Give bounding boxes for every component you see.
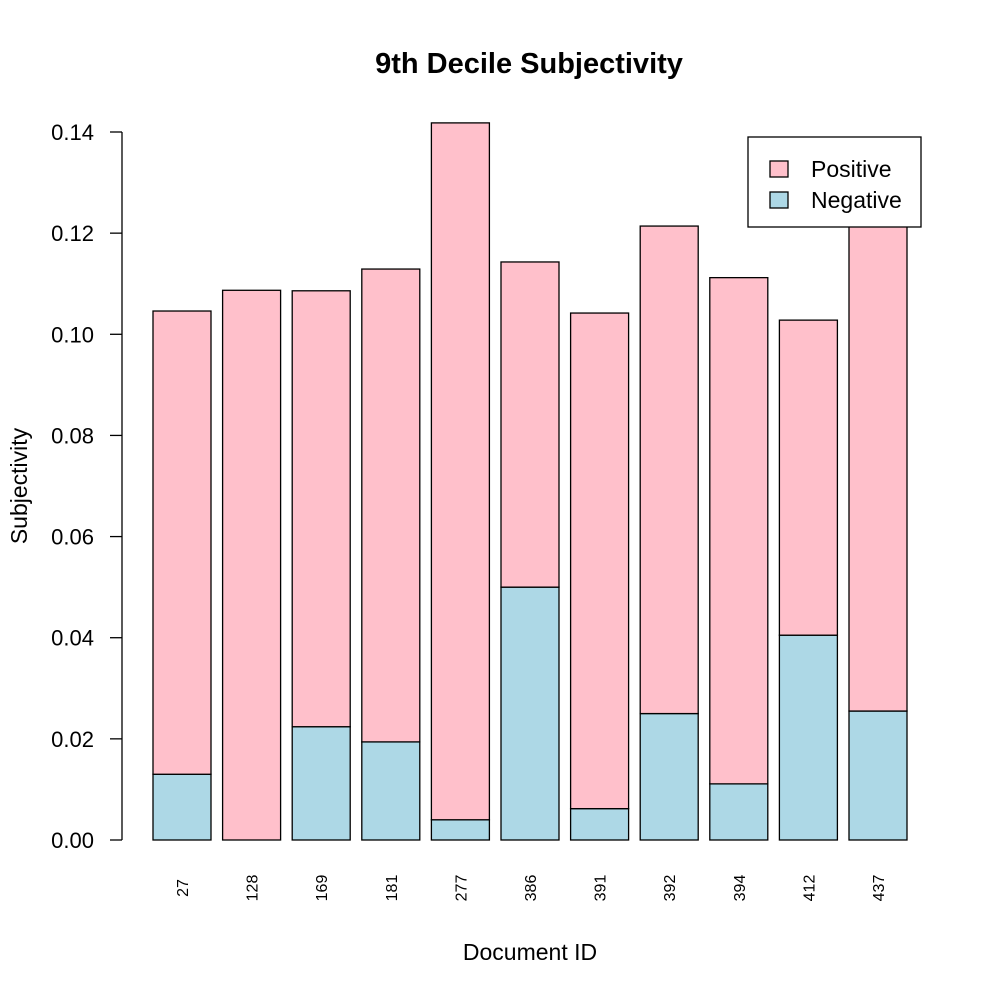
x-category-label: 391 <box>593 875 610 902</box>
bar-negative-394 <box>709 783 769 841</box>
y-tick-label: 0.14 <box>51 120 94 145</box>
chart-title: 9th Decile Subjectivity <box>375 48 683 80</box>
bar-positive-169 <box>291 290 351 728</box>
x-category-label: 412 <box>801 875 818 902</box>
x-axis-label: Document ID <box>463 939 597 965</box>
y-axis: 0.00 0.02 0.04 0.06 0.08 0.10 0.12 0.14 <box>51 120 123 853</box>
legend-swatch-positive <box>769 160 789 178</box>
y-tick-label: 0.04 <box>51 626 94 651</box>
bar-positive-394 <box>709 276 769 785</box>
y-tick-label: 0.10 <box>51 322 94 347</box>
bar-negative-386 <box>500 586 560 841</box>
x-category-label: 392 <box>662 875 679 902</box>
legend-box <box>747 136 922 228</box>
legend-label-negative: Negative <box>811 187 902 213</box>
bar-negative-391 <box>569 807 630 841</box>
bar-positive-392 <box>639 225 699 715</box>
x-category-label: 386 <box>523 875 540 902</box>
x-category-label: 437 <box>871 875 888 902</box>
y-tick-label: 0.06 <box>51 525 94 550</box>
x-category-label: 394 <box>732 875 749 902</box>
bar-negative-437 <box>848 710 908 841</box>
bar-negative-169 <box>291 726 351 841</box>
x-category-label: 181 <box>384 875 401 902</box>
bar-positive-27 <box>152 310 212 775</box>
bar-positive-181 <box>361 268 421 743</box>
bar-positive-277 <box>430 122 491 821</box>
legend-label-positive: Positive <box>811 156 892 182</box>
bar-positive-391 <box>569 312 630 810</box>
bar-positive-128 <box>221 289 282 841</box>
x-category-label: 277 <box>453 875 470 902</box>
bar-positive-386 <box>500 261 560 588</box>
y-tick-label: 0.12 <box>51 221 94 246</box>
legend-swatch-negative <box>769 191 789 209</box>
y-axis-label: Subjectivity <box>6 427 32 544</box>
y-tick-label: 0.02 <box>51 727 94 752</box>
x-category-label: 27 <box>175 879 192 897</box>
bars-group <box>152 122 908 841</box>
bar-negative-27 <box>152 773 212 841</box>
y-tick-label: 0.08 <box>51 423 94 448</box>
legend: Positive Negative <box>747 136 922 228</box>
y-tick-label: 0.00 <box>51 828 94 853</box>
bar-negative-392 <box>639 712 699 841</box>
bar-negative-277 <box>430 819 491 841</box>
category-labels: 27 128 169 181 277 386 391 392 394 412 437 <box>175 875 888 902</box>
bar-positive-412 <box>778 319 839 636</box>
x-category-label: 169 <box>314 875 331 902</box>
x-category-label: 128 <box>245 875 262 902</box>
bar-positive-437 <box>848 211 908 712</box>
bar-negative-181 <box>361 741 421 841</box>
bar-negative-412 <box>778 634 839 841</box>
